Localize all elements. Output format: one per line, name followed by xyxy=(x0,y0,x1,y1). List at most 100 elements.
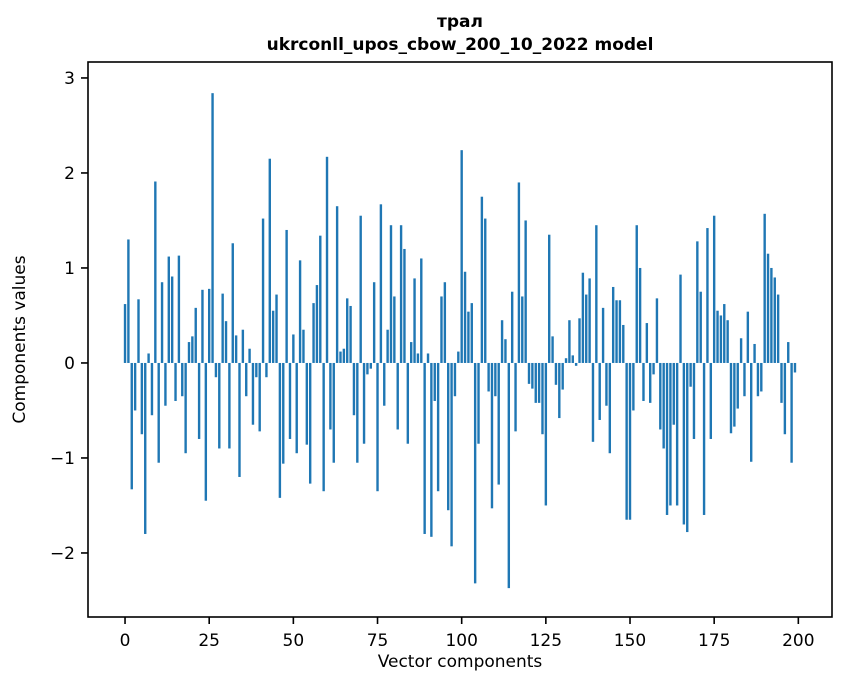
x-axis-label: Vector components xyxy=(378,652,543,672)
bar xyxy=(615,300,618,363)
bar xyxy=(756,362,760,397)
bar xyxy=(672,362,675,425)
bar xyxy=(228,362,231,449)
bar xyxy=(305,362,309,445)
bar xyxy=(399,225,403,363)
bar xyxy=(245,362,248,397)
bar xyxy=(423,362,426,534)
bar xyxy=(160,282,164,363)
bar xyxy=(312,303,315,363)
bar xyxy=(790,362,793,463)
bar xyxy=(537,362,541,403)
bar xyxy=(473,362,477,584)
bar xyxy=(605,362,608,406)
bar xyxy=(733,362,736,427)
chart-subtitle: ukrconll_upos_cbow_200_10_2022 model xyxy=(267,35,654,55)
bar xyxy=(352,362,356,416)
bar xyxy=(238,362,241,477)
bar xyxy=(574,362,578,366)
plot-spines xyxy=(87,61,833,618)
bar xyxy=(642,362,645,401)
bar xyxy=(739,338,743,363)
bar xyxy=(389,225,393,363)
bar xyxy=(527,362,531,384)
bar xyxy=(780,362,783,403)
bar xyxy=(558,362,561,419)
bar xyxy=(689,362,692,387)
bar xyxy=(248,348,251,363)
bar xyxy=(568,320,571,363)
bar xyxy=(484,218,487,363)
bar xyxy=(167,256,170,363)
bar xyxy=(457,351,460,363)
bar xyxy=(692,362,696,439)
x-tick-label: 175 xyxy=(698,631,730,651)
bar xyxy=(295,362,298,454)
bar xyxy=(369,362,372,369)
bar xyxy=(611,286,615,363)
x-tick-label: 75 xyxy=(367,631,389,651)
bar xyxy=(255,362,258,378)
bar xyxy=(130,362,133,490)
bar xyxy=(332,362,335,463)
bar xyxy=(793,362,797,373)
bar xyxy=(211,93,214,363)
bar xyxy=(598,362,601,420)
bar xyxy=(201,289,204,363)
bar xyxy=(534,362,537,403)
bar xyxy=(746,311,750,363)
bar xyxy=(679,274,682,363)
bar xyxy=(298,260,302,363)
x-tick-label: 100 xyxy=(445,631,477,651)
y-tick-label: 2 xyxy=(64,164,75,184)
bar xyxy=(127,239,130,363)
bar xyxy=(251,362,255,425)
bar xyxy=(726,320,729,363)
bar xyxy=(760,362,763,392)
bar xyxy=(652,362,655,375)
y-tick-label: −2 xyxy=(50,544,75,564)
bar xyxy=(436,362,440,492)
bar xyxy=(591,362,595,442)
bar xyxy=(123,304,127,363)
bars-group xyxy=(123,93,797,589)
chart-title: трал xyxy=(437,12,483,32)
bar xyxy=(234,335,238,363)
bar xyxy=(500,320,504,363)
bar xyxy=(649,362,652,403)
bar xyxy=(487,362,490,392)
bar xyxy=(144,362,147,534)
bar xyxy=(308,362,312,484)
bar xyxy=(787,342,790,363)
bar xyxy=(770,267,773,363)
bar xyxy=(288,362,292,439)
bar xyxy=(581,272,585,363)
bar xyxy=(292,334,295,363)
bar xyxy=(682,362,686,525)
bar xyxy=(322,362,325,492)
bar xyxy=(268,158,271,363)
bar xyxy=(564,358,568,363)
bar xyxy=(712,215,716,363)
bar xyxy=(662,362,665,449)
x-tick-label: 150 xyxy=(614,631,646,651)
bar xyxy=(174,362,177,401)
bar xyxy=(383,362,386,406)
bar xyxy=(325,156,329,363)
bar xyxy=(460,150,463,363)
x-tick-label: 25 xyxy=(198,631,220,651)
bar xyxy=(453,362,457,397)
bar xyxy=(214,362,218,378)
bar xyxy=(187,342,191,363)
bar xyxy=(319,235,322,363)
bar xyxy=(450,362,453,547)
bar xyxy=(743,362,746,397)
bar xyxy=(181,362,184,397)
bar xyxy=(686,362,689,533)
bar xyxy=(497,362,500,485)
bar xyxy=(625,362,628,520)
bar xyxy=(601,307,605,363)
bar xyxy=(585,294,588,363)
bar xyxy=(702,362,706,515)
